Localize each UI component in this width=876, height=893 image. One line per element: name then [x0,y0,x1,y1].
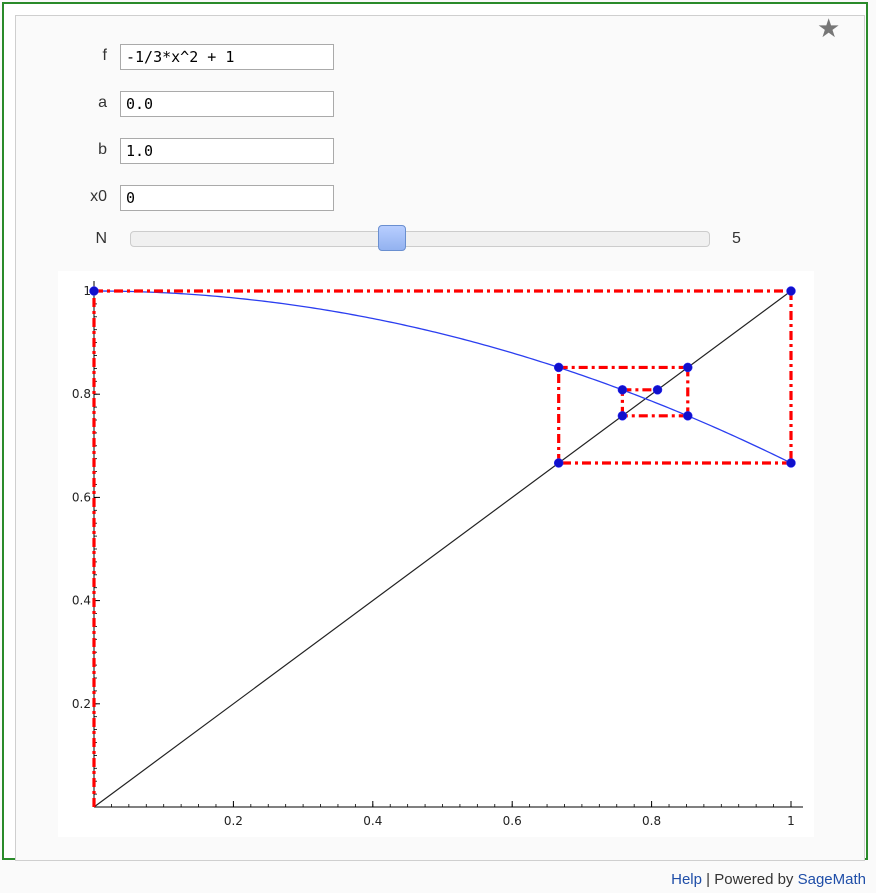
iterate-point [553,362,564,373]
x-tick-label: 0.6 [503,814,522,828]
iterate-point [786,286,796,296]
a-label: a [98,94,107,111]
y-tick-label: 0.4 [72,594,91,608]
x-tick-label: 0.4 [363,814,382,828]
y-tick-label: 1 [83,284,91,298]
f-input[interactable]: -1/3*x^2 + 1 [120,44,334,70]
iterate-point [89,286,99,296]
plot-points [89,286,796,468]
b-label: b [98,141,107,158]
x0-input[interactable]: 0 [120,185,334,211]
y-tick-label: 0.8 [72,387,91,401]
n-slider-value: 5 [732,230,741,247]
iterate-point [553,458,564,468]
x-tick-label: 0.8 [642,814,661,828]
function-curve [94,290,792,464]
sagemath-link[interactable]: SageMath [797,871,866,888]
x-tick-label: 0.2 [224,814,243,828]
f-label: f [102,47,107,64]
x0-label: x0 [90,188,107,205]
iterate-point [683,362,693,373]
iterate-point [683,411,693,421]
star-icon[interactable]: ★ [817,14,841,44]
cobweb-plot: 0.2 0.4 0.6 0.8 1 0.2 0.4 0.6 0.8 1 [58,271,814,837]
iterate-point [786,458,796,468]
b-input[interactable]: 1.0 [120,138,334,164]
footer: Help | Powered by SageMath [671,871,866,888]
a-input[interactable]: 0.0 [120,91,334,117]
iterate-point [652,385,663,395]
powered-by-text: | Powered by [701,871,798,888]
n-label: N [95,230,107,247]
y-tick-label: 0.2 [72,697,91,711]
iterate-point [617,385,628,395]
diagonal-line [93,290,792,808]
help-link[interactable]: Help [671,871,702,888]
y-tick-label: 0.6 [72,490,91,504]
n-slider-track[interactable] [130,231,710,247]
x-tick-label: 1 [787,814,795,828]
iterate-point [617,411,628,421]
n-slider-handle[interactable] [378,225,406,251]
